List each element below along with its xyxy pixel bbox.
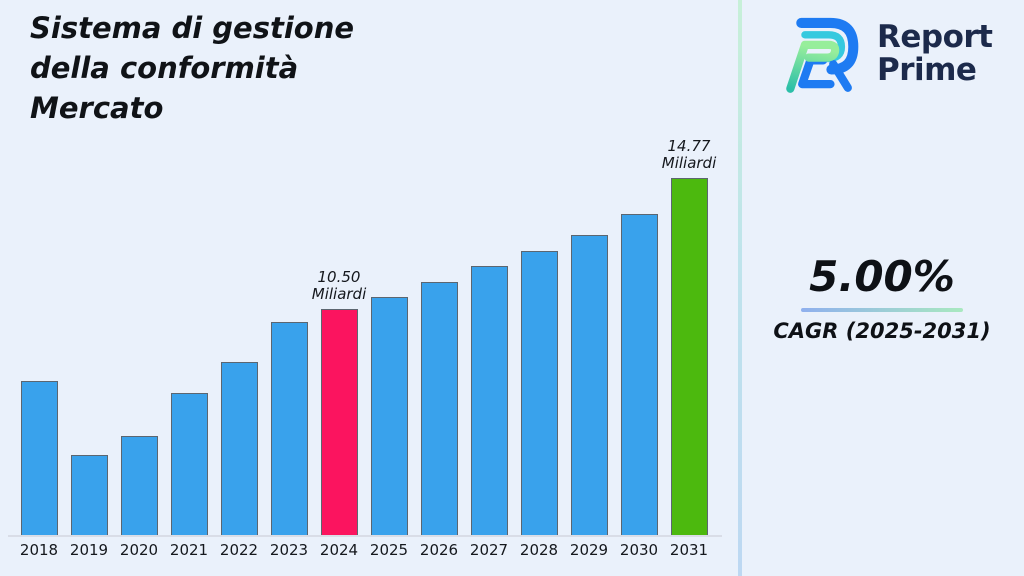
cagr-underline	[801, 308, 963, 312]
bar-2028	[520, 251, 558, 535]
bar-2030	[620, 214, 658, 535]
bar-2020	[120, 436, 158, 535]
page-title: Sistema di gestione della conformità Mer…	[30, 11, 355, 126]
report-prime-logo-icon	[786, 17, 859, 93]
bar-2026	[420, 282, 458, 535]
x-tick-2026: 2026	[419, 541, 459, 559]
x-tick-2024: 2024	[319, 541, 359, 559]
brand-name-line2: Prime	[877, 52, 977, 88]
cagr-block: 5.00% CAGR (2025-2031)	[760, 252, 1004, 343]
x-tick-2025: 2025	[369, 541, 409, 559]
brand-header: Report Prime	[783, 12, 993, 96]
bar-2021	[170, 393, 208, 535]
x-axis-baseline	[8, 535, 722, 537]
cagr-label: CAGR (2025-2031)	[773, 319, 991, 343]
bar-2024	[320, 309, 358, 535]
bar-2018	[20, 381, 58, 535]
x-tick-2031: 2031	[669, 541, 709, 559]
x-tick-2027: 2027	[469, 541, 509, 559]
bar-2031	[670, 178, 708, 535]
x-tick-2029: 2029	[569, 541, 609, 559]
x-tick-2023: 2023	[269, 541, 309, 559]
vertical-divider	[738, 0, 742, 576]
x-tick-2021: 2021	[169, 541, 209, 559]
bar-2023	[270, 322, 308, 535]
bar-2025	[370, 297, 408, 535]
x-tick-2028: 2028	[519, 541, 559, 559]
cagr-value: 5.00%	[809, 252, 955, 301]
bar-value-label-2031: 14.77 Miliardi	[661, 137, 717, 173]
bar-2019	[70, 455, 108, 535]
x-tick-2019: 2019	[69, 541, 109, 559]
bar-2029	[570, 235, 608, 535]
brand-name: Report Prime	[877, 21, 993, 87]
x-tick-2022: 2022	[219, 541, 259, 559]
bar-2027	[470, 266, 508, 535]
x-tick-2020: 2020	[119, 541, 159, 559]
x-tick-2018: 2018	[19, 541, 59, 559]
bar-value-label-2024: 10.50 Miliardi	[311, 268, 367, 304]
brand-name-line1: Report	[877, 19, 993, 56]
bar-2022	[220, 362, 258, 535]
bar-chart: 2018 2019 2020 2021 2022 2023 2024 2025 2026 2027…	[8, 137, 722, 559]
x-tick-2030: 2030	[619, 541, 659, 559]
